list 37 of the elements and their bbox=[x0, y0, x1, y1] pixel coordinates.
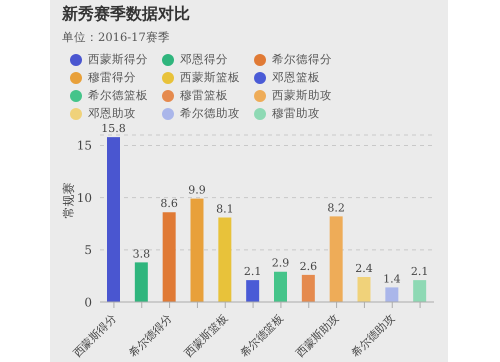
legend-label: 希尔德助攻 bbox=[180, 106, 240, 121]
legend-label: 邓恩篮板 bbox=[272, 70, 320, 85]
chart-title: 新秀赛季数据对比 bbox=[62, 4, 190, 25]
data-label: 8.6 bbox=[160, 197, 178, 210]
data-label: 9.9 bbox=[188, 184, 206, 197]
legend-label: 穆雷篮板 bbox=[180, 88, 228, 103]
data-label: 2.1 bbox=[244, 265, 262, 278]
y-tick-label: 5 bbox=[84, 243, 92, 258]
data-label: 8.1 bbox=[216, 202, 234, 216]
legend-label: 西蒙斯篮板 bbox=[180, 70, 240, 85]
x-tick-label: 希尔德得分 bbox=[126, 312, 175, 360]
y-tick-label: 15 bbox=[76, 138, 92, 153]
data-label: 3.8 bbox=[132, 247, 150, 260]
data-label: 8.2 bbox=[327, 201, 345, 214]
legend-label: 希尔德篮板 bbox=[88, 88, 148, 103]
legend-label: 穆雷助攻 bbox=[272, 106, 320, 121]
data-label: 2.9 bbox=[272, 256, 290, 270]
x-tick-label: 希尔德助攻 bbox=[349, 312, 398, 360]
legend-label: 邓恩助攻 bbox=[88, 106, 136, 121]
data-label: 2.1 bbox=[410, 265, 428, 278]
data-label: 1.4 bbox=[383, 272, 401, 286]
y-tick-label: 10 bbox=[76, 190, 92, 205]
legend-label: 西蒙斯助攻 bbox=[272, 88, 332, 103]
legend-label: 西蒙斯得分 bbox=[88, 52, 148, 67]
chart-subtitle: 单位：2016-17赛季 bbox=[62, 30, 170, 45]
legend-label: 穆雷得分 bbox=[88, 70, 136, 85]
legend-label: 邓恩得分 bbox=[180, 52, 228, 67]
data-label: 2.4 bbox=[355, 262, 373, 275]
x-tick-label: 希尔德篮板 bbox=[238, 312, 286, 360]
legend-label: 希尔德得分 bbox=[272, 52, 332, 67]
x-tick-label: 西蒙斯助攻 bbox=[293, 312, 342, 360]
data-label: 15.8 bbox=[101, 122, 126, 136]
x-tick-label: 西蒙斯篮板 bbox=[182, 312, 230, 360]
y-tick-label: 0 bbox=[84, 295, 92, 310]
y-axis-title: 常规赛 bbox=[61, 182, 76, 218]
data-label: 2.6 bbox=[300, 260, 318, 273]
x-tick-label: 西蒙斯得分 bbox=[70, 312, 119, 360]
